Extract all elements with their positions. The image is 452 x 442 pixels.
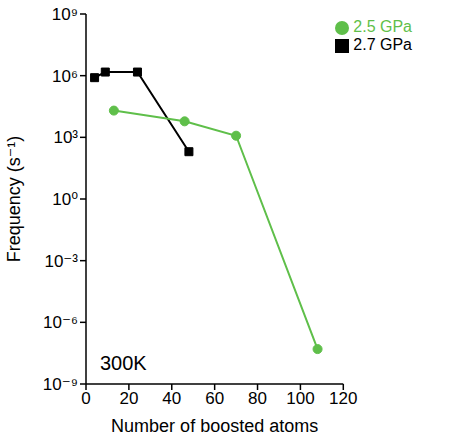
svg-text:80: 80 (248, 389, 267, 408)
html-text:2.7 GPa: 2.7 GPa (353, 36, 412, 53)
html-text:300K: 300K (100, 352, 147, 374)
svg-text:60: 60 (205, 389, 224, 408)
svg-text:10³: 10³ (53, 128, 78, 147)
svg-text:Number of boosted atoms: Number of boosted atoms (111, 416, 318, 436)
svg-text:10⁻⁶: 10⁻⁶ (43, 313, 78, 332)
svg-text:10⁻⁹: 10⁻⁹ (43, 375, 78, 394)
svg-text:10⁶: 10⁶ (52, 67, 78, 86)
svg-text:10⁰: 10⁰ (52, 190, 78, 209)
svg-text:100: 100 (286, 389, 314, 408)
html-text:2.5 GPa: 2.5 GPa (353, 18, 412, 35)
svg-text:120: 120 (329, 389, 357, 408)
svg-text:10⁻³: 10⁻³ (44, 252, 78, 271)
svg-text:20: 20 (119, 389, 138, 408)
svg-text:0: 0 (81, 389, 90, 408)
svg-text:Frequency (s⁻¹): Frequency (s⁻¹) (4, 136, 24, 263)
svg-text:10⁹: 10⁹ (52, 5, 78, 24)
svg-text:40: 40 (162, 389, 181, 408)
